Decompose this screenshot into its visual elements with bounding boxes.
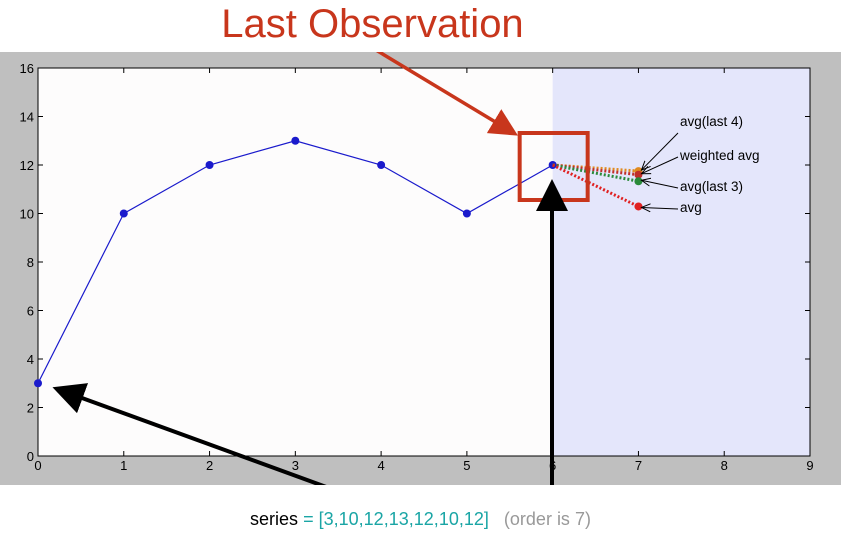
x-tick-label: 3 [292,458,299,473]
caption-note: (order is 7) [503,509,591,529]
caption-open-bracket: [ [318,509,324,529]
forecast-line [552,163,639,183]
line-chart: 01234567890246810121416avg(last 4)weight… [20,52,814,485]
caption-value: 12 [463,509,484,529]
caption-comma: , [408,509,414,529]
y-tick-label: 10 [20,207,34,222]
y-tick-label: 0 [27,449,34,464]
data-point [462,209,471,218]
caption-comma: , [458,509,464,529]
caption-value: 3 [323,509,334,529]
first-observation-arrow [52,383,327,485]
title-arrow [375,52,518,136]
x-tick-label: 0 [34,458,41,473]
y-tick-label: 12 [20,158,34,173]
caption-value: 13 [388,509,409,529]
caption-value: 12 [363,509,384,529]
caption-comma: , [333,509,339,529]
caption-spacer [489,509,504,529]
forecast-point [634,202,643,211]
series-caption: series = [3,10,12,13,12,10,12] (order is… [0,509,841,530]
caption-close-bracket: ] [483,509,489,529]
data-point [291,136,300,145]
data-point [205,161,214,169]
forecast-region [552,68,810,456]
caption-value: 10 [438,509,459,529]
y-tick-label: 8 [27,255,34,270]
data-point [34,379,42,388]
x-tick-label: 4 [377,458,384,473]
data-point [119,209,128,218]
y-tick-label: 14 [20,110,34,125]
caption-comma: , [383,509,389,529]
caption-equals: = [298,509,319,529]
forecast-label-pointer [641,132,679,170]
x-tick-label: 8 [721,458,728,473]
caption-value: 10 [338,509,359,529]
x-tick-label: 1 [120,458,127,473]
caption-label: series [250,509,299,529]
forecast-label: avg [680,200,702,215]
x-tick-label: 7 [635,458,642,473]
forecast-label: avg(last 3) [680,179,743,194]
forecast-label-pointer [641,207,679,209]
y-tick-label: 6 [27,304,34,319]
chart-panel: 01234567890246810121416avg(last 4)weight… [0,52,841,485]
chart-title: Last Observation [221,2,524,46]
y-tick-label: 4 [27,352,34,367]
caption-comma: , [433,509,439,529]
forecast-label-pointer [641,156,679,174]
forecast-point [634,177,643,186]
x-tick-label: 5 [463,458,470,473]
data-point [377,161,386,169]
forecast-label: avg(last 4) [680,114,743,129]
x-tick-label: 2 [206,458,213,473]
caption-comma: , [358,509,364,529]
forecast-label: weighted avg [679,148,760,163]
caption-values: 3,10,12,13,12,10,12 [324,509,484,529]
y-tick-label: 2 [27,401,34,416]
y-tick-label: 16 [20,61,34,76]
x-tick-label: 9 [806,458,813,473]
caption-value: 12 [413,509,434,529]
forecast-label-pointer [641,180,679,189]
